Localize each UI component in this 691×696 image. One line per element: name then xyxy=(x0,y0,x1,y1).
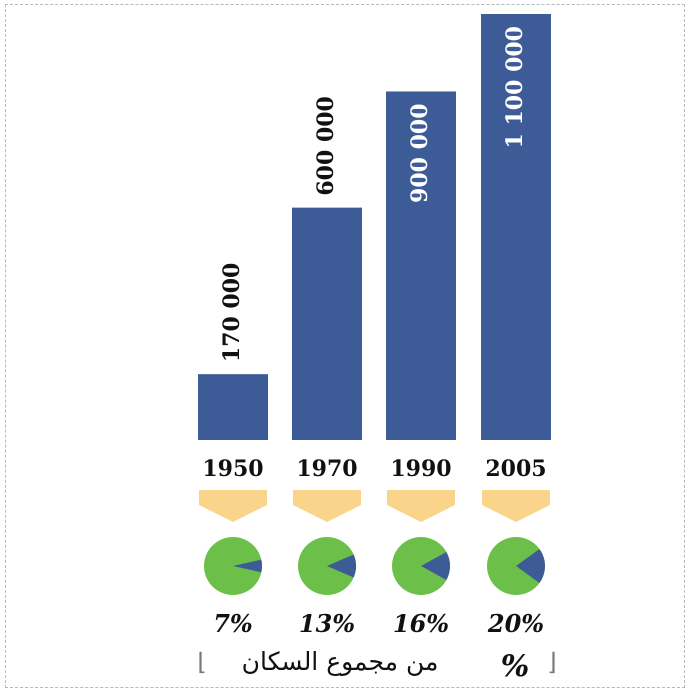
bar-1970 xyxy=(292,207,362,440)
chart-frame xyxy=(5,4,685,688)
value-label-2005: 1 100 000 xyxy=(502,26,528,148)
year-label-2005: 2005 xyxy=(485,456,546,482)
caption-bracket-right: ⌋ xyxy=(547,648,556,676)
year-label-1970: 1970 xyxy=(296,456,357,482)
caption-percent-symbol: % xyxy=(501,649,530,684)
bar-1990 xyxy=(386,91,456,441)
percentage-label-1970: 13% xyxy=(299,609,355,638)
pie-slice-2005 xyxy=(516,548,545,584)
pie-slice-1950 xyxy=(233,559,262,573)
percentage-label-1990: 16% xyxy=(393,609,449,638)
percentage-label-1950: 7% xyxy=(213,609,253,638)
arrows-group xyxy=(199,490,550,522)
arrow-1970 xyxy=(293,490,361,522)
percentage-labels-group: 7% 13% 16% 20% xyxy=(213,609,544,638)
arrow-2005 xyxy=(482,490,550,522)
value-labels-group: 170 000 600 000 900 000 1 100 000 xyxy=(219,26,528,362)
arrow-1950 xyxy=(199,490,267,522)
year-labels-group: 1950 1970 1990 2005 xyxy=(202,456,546,482)
value-label-1990: 900 000 xyxy=(407,103,433,203)
arrow-1990 xyxy=(387,490,455,522)
caption-group: ⌊ من مجموع السكان % ⌋ xyxy=(197,647,556,684)
year-label-1950: 1950 xyxy=(202,456,263,482)
bars-group xyxy=(198,14,551,441)
caption-bracket-left: ⌊ xyxy=(197,648,206,676)
value-label-1970: 600 000 xyxy=(313,96,339,196)
bar-1950 xyxy=(198,374,268,440)
pie-slice-1970 xyxy=(327,554,356,578)
value-label-1950: 170 000 xyxy=(219,263,245,363)
year-label-1990: 1990 xyxy=(390,456,451,482)
bar-2005 xyxy=(481,14,551,440)
percentage-label-2005: 20% xyxy=(487,609,544,638)
caption-text: من مجموع السكان xyxy=(242,647,439,676)
pie-slice-1990 xyxy=(421,552,450,580)
pies-group xyxy=(204,537,545,595)
